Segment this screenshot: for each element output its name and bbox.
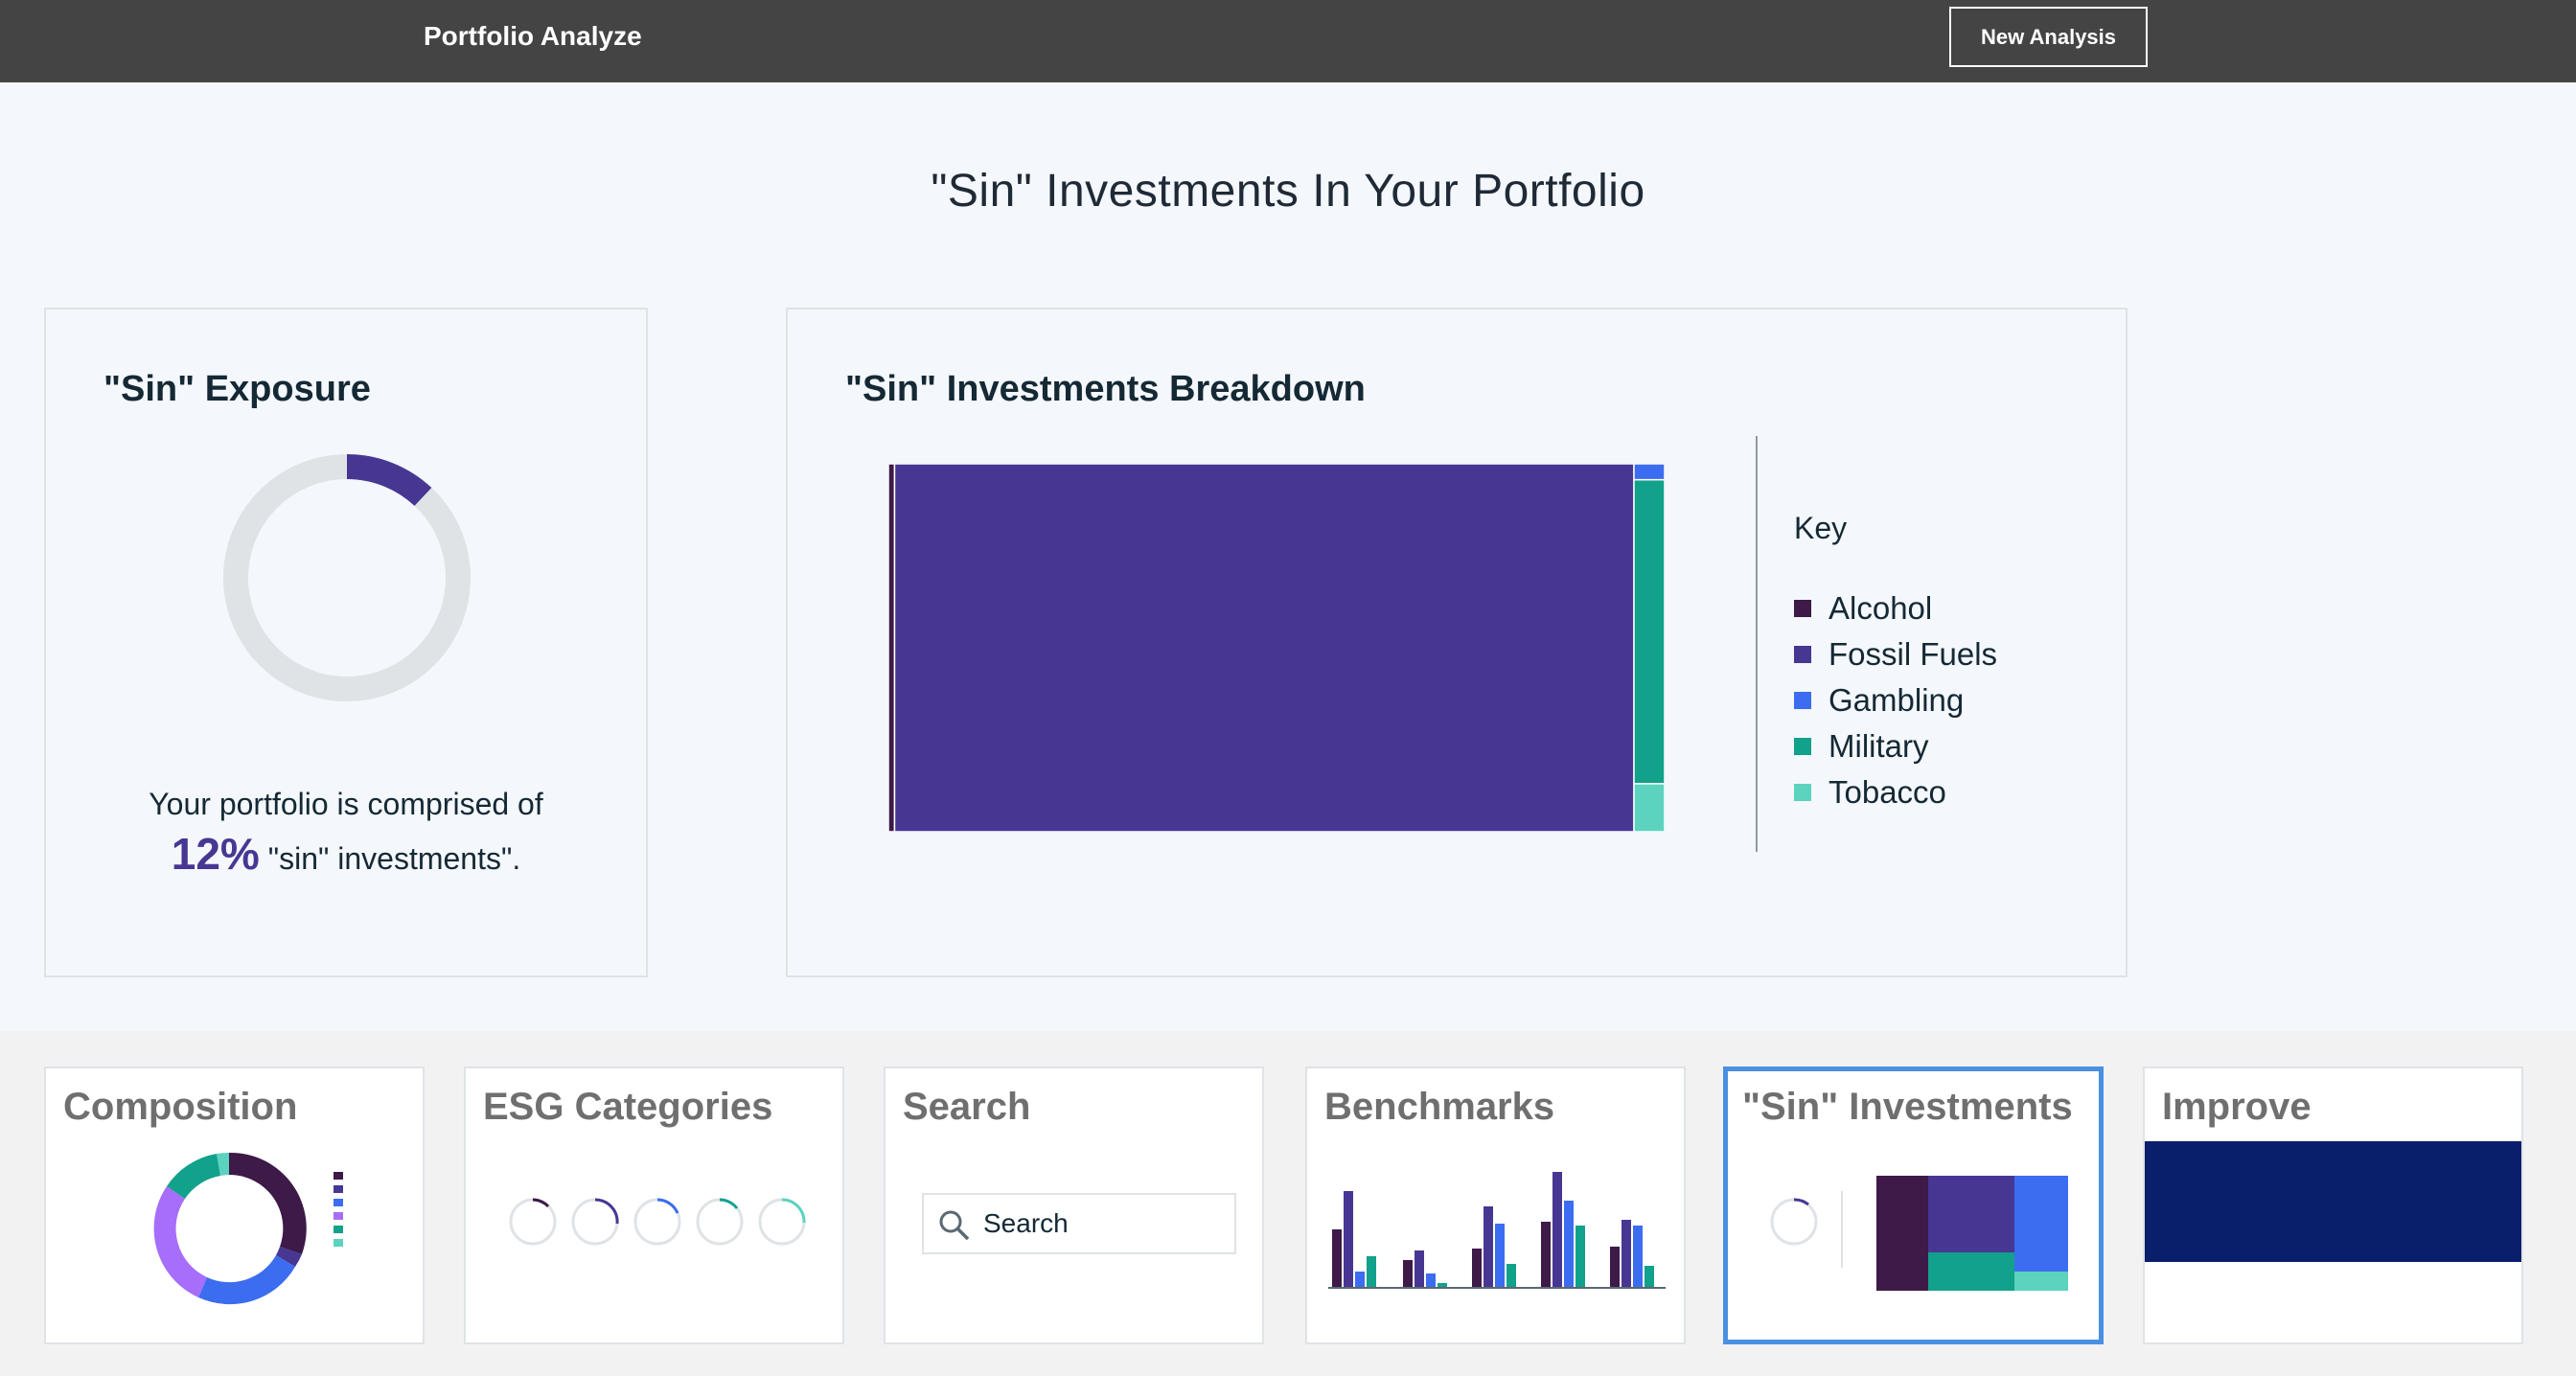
search-placeholder: Search [983,1208,1069,1238]
tile-benchmarks[interactable]: Benchmarks [1305,1066,1686,1344]
esg-gauge [571,1198,619,1246]
summary-line-2: 12% "sin" investments". [46,829,646,883]
esg-gauge [696,1198,744,1246]
benchmark-group [1472,1206,1516,1287]
key-label: Fossil Fuels [1828,636,1998,672]
sin-exposure-title: "Sin" Exposure [104,369,371,409]
treemap-cell-fossil-fuels[interactable] [893,464,1635,832]
tile-esg-categories[interactable]: ESG Categories [464,1066,844,1344]
key-item-military: Military [1794,727,1929,766]
sin-breakdown-card: "Sin" Investments Breakdown Key Alcohol F… [786,308,2128,977]
benchmark-group [1332,1191,1376,1287]
key-swatch [1794,738,1811,755]
key-item-tobacco: Tobacco [1794,773,1946,812]
sin-breakdown-title: "Sin" Investments Breakdown [845,369,1366,409]
legend-swatch [334,1199,343,1206]
tile-sin-title: "Sin" Investments [1742,1086,2073,1128]
sin-thumbnail-treemap [1876,1176,2068,1291]
esg-thumbnail-gauges [509,1198,806,1246]
esg-gauge [509,1198,557,1246]
composition-segment [167,1154,220,1199]
key-title: Key [1794,511,1848,545]
esg-gauge [633,1198,681,1246]
new-analysis-button[interactable]: New Analysis [1949,7,2148,67]
treemap-cell-military[interactable] [1633,478,1665,785]
key-label: Tobacco [1828,774,1946,810]
composition-legend [334,1172,343,1247]
tile-search[interactable]: Search Search [884,1066,1264,1344]
tile-sin-investments[interactable]: "Sin" Investments [1723,1066,2104,1344]
tile-search-title: Search [903,1086,1031,1128]
legend-swatch [334,1226,343,1233]
sin-breakdown-treemap [888,464,1665,832]
composition-segment [153,1186,207,1297]
esg-gauge [758,1198,806,1246]
tile-composition[interactable]: Composition [44,1066,425,1344]
key-label: Military [1828,728,1929,764]
search-input[interactable]: Search [922,1193,1236,1254]
donut-track [223,454,471,701]
composition-segment [198,1255,295,1305]
key-item-alcohol: Alcohol [1794,589,1932,628]
composition-thumbnail-donut [153,1152,307,1305]
key-divider [1756,436,1758,852]
composition-segment [229,1152,307,1254]
sin-exposure-donut [223,454,471,701]
key-swatch [1794,784,1811,801]
treemap-cell-gambling[interactable] [1633,464,1665,481]
summary-line-2-text: "sin" investments". [267,841,521,876]
search-icon [939,1210,970,1241]
top-bar: Portfolio Analyze New Analysis [0,0,2576,82]
improve-thumbnail-banner [2145,1141,2521,1262]
sin-exposure-card: "Sin" Exposure Your portfolio is compris… [44,308,648,977]
treemap-cell-tobacco[interactable] [1633,783,1665,832]
benchmark-group [1541,1172,1585,1287]
sin-exposure-summary: Your portfolio is comprised of 12% "sin"… [46,779,646,883]
key-label: Gambling [1828,682,1965,718]
tile-composition-title: Composition [63,1086,298,1128]
sin-thumbnail-divider [1841,1191,1843,1268]
key-item-fossil-fuels: Fossil Fuels [1794,635,1997,674]
tile-improve-title: Improve [2162,1086,2312,1128]
tile-esg-title: ESG Categories [483,1086,773,1128]
composition-segment [217,1152,229,1176]
key-swatch [1794,692,1811,709]
donut-value-arc [223,454,471,701]
tile-benchmarks-title: Benchmarks [1324,1086,1555,1128]
page-title: "Sin" Investments In Your Portfolio [931,166,1645,217]
benchmark-group [1610,1220,1654,1287]
summary-line-1: Your portfolio is comprised of [149,787,543,821]
key-label: Alcohol [1828,590,1933,626]
app-title[interactable]: Portfolio Analyze [424,21,642,51]
key-swatch [1794,600,1811,617]
treemap-cell-alcohol[interactable] [888,464,896,832]
legend-swatch [334,1185,343,1193]
sin-percentage: 12% [171,829,260,879]
legend-swatch [334,1212,343,1220]
tile-improve[interactable]: Improve [2143,1066,2523,1344]
benchmark-group [1403,1250,1447,1287]
key-swatch [1794,646,1811,663]
benchmarks-thumbnail-chart [1328,1172,1666,1289]
legend-swatch [334,1172,343,1180]
sin-thumbnail-gauge [1770,1198,1818,1246]
key-item-gambling: Gambling [1794,681,1964,720]
composition-segment [276,1247,302,1267]
legend-swatch [334,1239,343,1247]
